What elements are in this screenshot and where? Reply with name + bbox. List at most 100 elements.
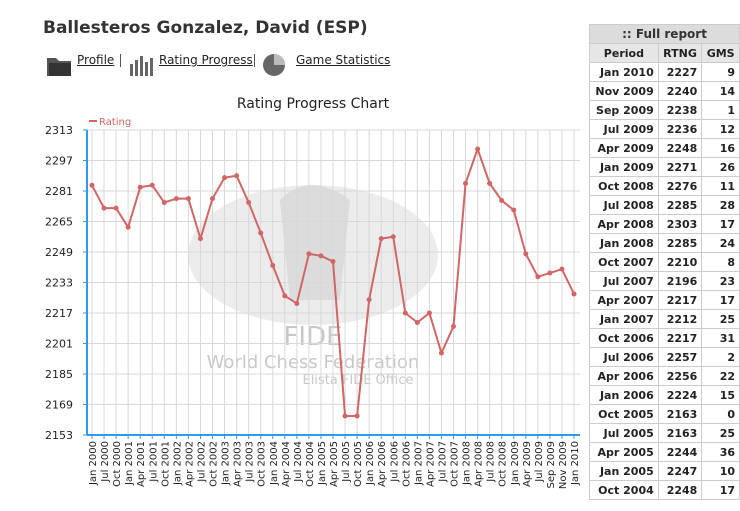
point bbox=[234, 173, 240, 179]
table-cell: 0 bbox=[701, 404, 740, 424]
player-title: Ballesteros Gonzalez, David (ESP) bbox=[43, 18, 368, 38]
table-cell: Apr 2009 bbox=[589, 138, 659, 158]
table-cell: Jan 2009 bbox=[589, 157, 659, 177]
table-cell: 1 bbox=[701, 100, 740, 120]
chart-title: Rating Progress Chart bbox=[237, 96, 390, 112]
table-row: Jan 2009 2271 26 bbox=[589, 157, 740, 177]
x-tick-label: Oct 2007 bbox=[450, 441, 461, 487]
point bbox=[547, 270, 553, 276]
point bbox=[161, 199, 167, 205]
table-cell: 2256 bbox=[657, 366, 703, 386]
y-tick-label: 2297 bbox=[45, 155, 73, 168]
game-statistics-link[interactable]: Game Statistics bbox=[296, 53, 391, 67]
y-tick-label: 2233 bbox=[45, 277, 73, 290]
table-cell: 16 bbox=[701, 138, 740, 158]
point bbox=[487, 180, 493, 186]
table-cell: 17 bbox=[701, 214, 740, 234]
x-tick-label: Oct 2006 bbox=[401, 441, 412, 487]
point bbox=[535, 274, 541, 280]
table-row: Jan 2008 2285 24 bbox=[589, 233, 740, 253]
x-tick-label: Nov 2009 bbox=[558, 441, 569, 489]
table-row: Jan 2005 2247 10 bbox=[589, 461, 740, 481]
table-cell: Jul 2008 bbox=[589, 195, 659, 215]
table-cell: 2248 bbox=[657, 480, 703, 500]
point bbox=[390, 234, 396, 240]
table-row: Apr 2007 2217 17 bbox=[589, 290, 740, 310]
x-tick-label: Oct 2000 bbox=[112, 441, 123, 487]
table-cell: 2247 bbox=[657, 461, 703, 481]
x-tick-label: Jan 2000 bbox=[88, 441, 99, 486]
table-cell: Jul 2006 bbox=[589, 347, 659, 367]
table-cell: 2 bbox=[701, 347, 740, 367]
table-cell: Oct 2006 bbox=[589, 328, 659, 348]
x-tick-label: Apr 2008 bbox=[474, 441, 485, 487]
table-cell: 12 bbox=[701, 119, 740, 139]
x-tick-label: Apr 2009 bbox=[522, 441, 533, 487]
point bbox=[306, 251, 312, 257]
table-cell: 8 bbox=[701, 252, 740, 272]
y-tick-label: 2169 bbox=[45, 399, 73, 412]
x-tick-label: Jan 2005 bbox=[317, 441, 328, 486]
table-cell: Apr 2008 bbox=[589, 214, 659, 234]
table-title-row: :: Full report bbox=[589, 24, 740, 44]
table-cell: 2236 bbox=[657, 119, 703, 139]
point bbox=[197, 236, 203, 242]
separator bbox=[254, 54, 255, 67]
x-tick-label: Apr 2003 bbox=[233, 441, 244, 487]
table-title: :: Full report bbox=[589, 24, 740, 44]
table-cell: Jul 2009 bbox=[589, 119, 659, 139]
table-row: Apr 2009 2248 16 bbox=[589, 138, 740, 158]
table-cell: 31 bbox=[701, 328, 740, 348]
x-tick-label: Jul 2006 bbox=[389, 441, 400, 483]
table-cell: Jul 2007 bbox=[589, 271, 659, 291]
report-table: :: Full report Period RTNG GMS Jan 2010 2227 9… bbox=[589, 24, 740, 500]
x-tick-label: Jan 2008 bbox=[462, 441, 473, 486]
table-cell: 2285 bbox=[657, 233, 703, 253]
table-cell: 17 bbox=[701, 480, 740, 500]
profile-link[interactable]: Profile bbox=[77, 53, 115, 67]
point bbox=[137, 184, 143, 190]
point bbox=[222, 175, 228, 181]
table-cell: 2285 bbox=[657, 195, 703, 215]
table-row: Jul 2005 2163 25 bbox=[589, 423, 740, 443]
table-cell: Jan 2006 bbox=[589, 385, 659, 405]
table-cell: 36 bbox=[701, 442, 740, 462]
x-tick-label: Oct 2005 bbox=[353, 441, 364, 487]
rating-icon bbox=[130, 56, 153, 76]
column-header: RTNG bbox=[657, 43, 703, 63]
table-row: Jan 2007 2212 25 bbox=[589, 309, 740, 329]
table-cell: 2163 bbox=[657, 423, 703, 443]
table-cell: 28 bbox=[701, 195, 740, 215]
table-cell: Jul 2005 bbox=[589, 423, 659, 443]
y-tick-label: 2249 bbox=[45, 246, 73, 259]
y-tick-label: 2201 bbox=[45, 338, 73, 351]
point bbox=[366, 297, 372, 303]
x-tick-label: Jan 2010 bbox=[570, 441, 581, 486]
watermark-text: FIDE bbox=[283, 322, 342, 352]
point bbox=[173, 196, 179, 202]
point bbox=[511, 207, 517, 213]
table-cell: 2303 bbox=[657, 214, 703, 234]
x-tick-label: Jul 2000 bbox=[100, 441, 111, 483]
x-tick-label: Jul 2002 bbox=[196, 441, 207, 483]
point bbox=[101, 205, 107, 211]
table-cell: Nov 2009 bbox=[589, 81, 659, 101]
table-cell: 9 bbox=[701, 62, 740, 82]
point bbox=[149, 182, 155, 188]
point bbox=[294, 300, 300, 306]
point bbox=[475, 146, 481, 152]
x-tick-label: Oct 2002 bbox=[209, 441, 220, 487]
table-cell: 2217 bbox=[657, 328, 703, 348]
rating-progress-link[interactable]: Rating Progress bbox=[159, 53, 253, 67]
table-row: Oct 2005 2163 0 bbox=[589, 404, 740, 424]
x-tick-label: Jul 2009 bbox=[534, 441, 545, 483]
y-tick-label: 2313 bbox=[45, 124, 73, 137]
point bbox=[342, 413, 348, 419]
x-tick-label: Oct 2008 bbox=[498, 441, 509, 487]
point bbox=[378, 236, 384, 242]
table-cell: Apr 2007 bbox=[589, 290, 659, 310]
table-cell: 25 bbox=[701, 309, 740, 329]
table-cell: 2238 bbox=[657, 100, 703, 120]
y-tick-label: 2185 bbox=[45, 368, 73, 381]
